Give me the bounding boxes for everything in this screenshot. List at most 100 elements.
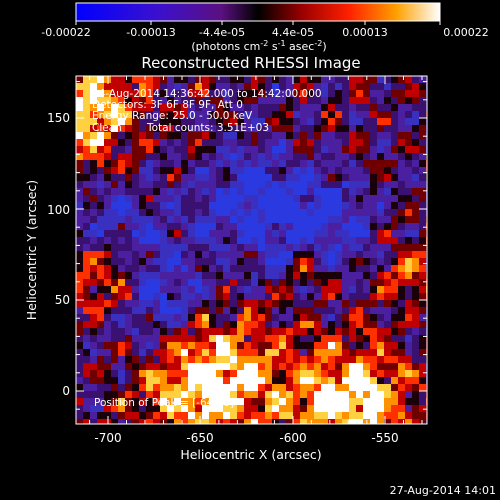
map-pixel xyxy=(223,363,230,370)
map-pixel xyxy=(363,251,370,258)
map-pixel xyxy=(293,370,300,377)
map-pixel xyxy=(118,307,125,314)
map-pixel xyxy=(314,202,321,209)
map-pixel xyxy=(237,111,244,118)
map-pixel xyxy=(307,202,314,209)
map-pixel xyxy=(111,230,118,237)
map-pixel xyxy=(293,405,300,412)
map-pixel xyxy=(384,97,391,104)
map-pixel xyxy=(118,258,125,265)
map-pixel xyxy=(153,146,160,153)
map-pixel xyxy=(209,146,216,153)
map-pixel xyxy=(167,314,174,321)
map-pixel xyxy=(76,258,83,265)
map-pixel xyxy=(153,139,160,146)
map-pixel xyxy=(419,377,426,384)
map-pixel xyxy=(391,265,398,272)
map-pixel xyxy=(97,370,104,377)
map-pixel xyxy=(181,244,188,251)
map-pixel xyxy=(335,216,342,223)
map-pixel xyxy=(370,251,377,258)
map-pixel xyxy=(223,391,230,398)
map-pixel xyxy=(321,118,328,125)
map-pixel xyxy=(335,125,342,132)
map-pixel xyxy=(412,244,419,251)
map-pixel xyxy=(139,391,146,398)
map-pixel xyxy=(391,90,398,97)
map-pixel xyxy=(111,412,118,419)
map-pixel xyxy=(307,370,314,377)
map-pixel xyxy=(83,307,90,314)
map-pixel xyxy=(251,377,258,384)
map-pixel xyxy=(153,209,160,216)
map-pixel xyxy=(237,167,244,174)
map-pixel xyxy=(111,146,118,153)
map-pixel xyxy=(83,230,90,237)
map-pixel xyxy=(209,104,216,111)
map-pixel xyxy=(118,90,125,97)
map-pixel xyxy=(209,174,216,181)
map-pixel xyxy=(216,139,223,146)
map-pixel xyxy=(237,216,244,223)
map-pixel xyxy=(272,349,279,356)
map-pixel xyxy=(188,272,195,279)
map-pixel xyxy=(405,209,412,216)
map-pixel xyxy=(97,111,104,118)
map-pixel xyxy=(195,349,202,356)
map-pixel xyxy=(174,90,181,97)
map-pixel xyxy=(342,272,349,279)
map-pixel xyxy=(258,251,265,258)
map-pixel xyxy=(307,300,314,307)
map-pixel xyxy=(174,321,181,328)
map-pixel xyxy=(216,286,223,293)
map-pixel xyxy=(104,272,111,279)
map-pixel xyxy=(97,230,104,237)
map-pixel xyxy=(307,153,314,160)
map-pixel xyxy=(391,314,398,321)
map-pixel xyxy=(258,174,265,181)
map-pixel xyxy=(356,300,363,307)
map-pixel xyxy=(398,307,405,314)
map-pixel xyxy=(202,342,209,349)
map-pixel xyxy=(118,244,125,251)
map-pixel xyxy=(202,111,209,118)
map-pixel xyxy=(83,181,90,188)
map-pixel xyxy=(76,321,83,328)
map-pixel xyxy=(419,223,426,230)
map-pixel xyxy=(342,223,349,230)
map-pixel xyxy=(181,286,188,293)
map-pixel xyxy=(244,300,251,307)
map-pixel xyxy=(272,391,279,398)
map-pixel xyxy=(132,328,139,335)
map-pixel xyxy=(76,237,83,244)
map-pixel xyxy=(307,356,314,363)
map-pixel xyxy=(104,174,111,181)
map-pixel xyxy=(321,160,328,167)
map-pixel xyxy=(244,202,251,209)
map-pixel xyxy=(363,230,370,237)
map-pixel xyxy=(139,258,146,265)
map-pixel xyxy=(412,272,419,279)
map-pixel xyxy=(328,160,335,167)
map-pixel xyxy=(216,342,223,349)
map-pixel xyxy=(125,363,132,370)
map-pixel xyxy=(286,349,293,356)
map-pixel xyxy=(419,118,426,125)
map-pixel xyxy=(223,146,230,153)
map-pixel xyxy=(335,307,342,314)
map-pixel xyxy=(181,300,188,307)
map-pixel xyxy=(335,181,342,188)
map-pixel xyxy=(125,181,132,188)
map-pixel xyxy=(195,153,202,160)
map-pixel xyxy=(272,363,279,370)
map-pixel xyxy=(160,118,167,125)
map-pixel xyxy=(90,349,97,356)
map-pixel xyxy=(265,321,272,328)
map-pixel xyxy=(384,153,391,160)
map-pixel xyxy=(230,251,237,258)
map-pixel xyxy=(188,139,195,146)
map-pixel xyxy=(258,349,265,356)
map-pixel xyxy=(202,356,209,363)
map-pixel xyxy=(405,286,412,293)
map-pixel xyxy=(83,202,90,209)
